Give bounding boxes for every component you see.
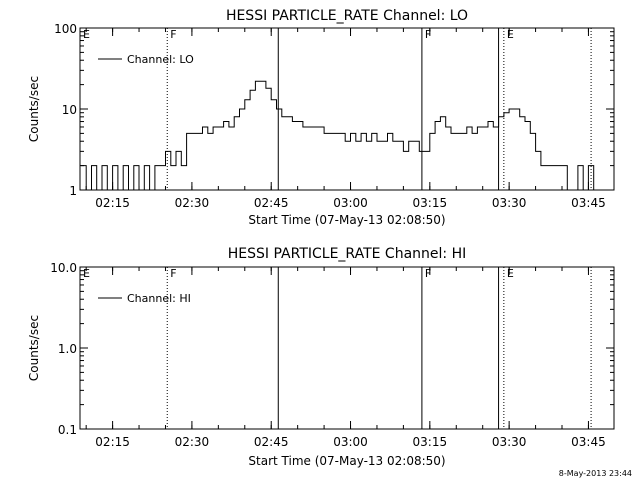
series-line-0 bbox=[80, 80, 595, 191]
event-flag-e: E bbox=[83, 28, 90, 41]
y-tick-label: 10 bbox=[62, 103, 77, 117]
x-tick-label: 02:45 bbox=[254, 435, 289, 449]
chart-panel-0: HESSI PARTICLE_RATE Channel: LO 1 10 100 Cou… bbox=[27, 8, 615, 227]
event-flag-f: F bbox=[425, 28, 431, 41]
event-flag-e: E bbox=[507, 28, 514, 41]
x-axis-label: Start Time (07-May-13 02:08:50) bbox=[248, 213, 445, 227]
y-axis-label: Counts/sec bbox=[27, 315, 41, 381]
x-tick-label: 02:30 bbox=[175, 196, 210, 210]
x-tick-label: 03:45 bbox=[571, 435, 606, 449]
chart-title: HESSI PARTICLE_RATE Channel: HI bbox=[228, 246, 466, 262]
x-tick-label: 02:30 bbox=[175, 435, 210, 449]
event-flag-f: F bbox=[425, 267, 431, 280]
x-tick-label: 02:15 bbox=[95, 435, 130, 449]
y-tick-label: 100 bbox=[54, 22, 77, 36]
x-tick-label: 02:45 bbox=[254, 196, 289, 210]
legend-label: Channel: HI bbox=[127, 292, 191, 305]
x-tick-label: 03:30 bbox=[492, 435, 527, 449]
legend-label: Channel: LO bbox=[127, 53, 194, 66]
x-tick-label: 03:00 bbox=[333, 435, 368, 449]
x-tick-label: 03:30 bbox=[492, 196, 527, 210]
event-flag-e: E bbox=[507, 267, 514, 280]
y-tick-label: 0.1 bbox=[58, 423, 77, 437]
x-tick-label: 03:00 bbox=[333, 196, 368, 210]
y-tick-label: 1 bbox=[69, 184, 77, 198]
chart-title: HESSI PARTICLE_RATE Channel: LO bbox=[226, 8, 468, 24]
x-tick-label: 02:15 bbox=[95, 196, 130, 210]
event-flag-e: E bbox=[83, 267, 90, 280]
chart-panel-1: HESSI PARTICLE_RATE Channel: HI 0.1 1.0 10.… bbox=[27, 246, 615, 468]
event-flag-f: F bbox=[170, 28, 176, 41]
y-tick-label: 1.0 bbox=[58, 342, 77, 356]
x-tick-label: 03:15 bbox=[413, 196, 448, 210]
footer-timestamp: 8-May-2013 23:44 bbox=[558, 469, 632, 478]
x-tick-label: 03:15 bbox=[413, 435, 448, 449]
event-flag-f: F bbox=[170, 267, 176, 280]
y-axis-label: Counts/sec bbox=[27, 76, 41, 142]
x-tick-label: 03:45 bbox=[571, 196, 606, 210]
y-tick-label: 10.0 bbox=[50, 261, 77, 275]
x-axis-label: Start Time (07-May-13 02:08:50) bbox=[248, 454, 445, 468]
